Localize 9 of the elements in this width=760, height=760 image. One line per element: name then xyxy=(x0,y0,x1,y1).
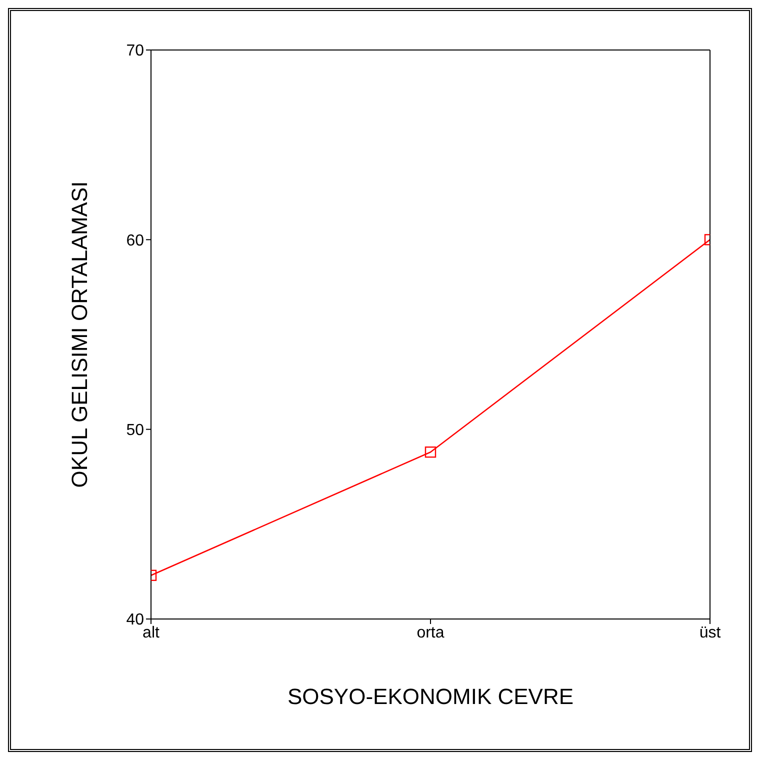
y-tick-label: 40 xyxy=(126,612,144,629)
y-tick-label: 50 xyxy=(126,422,144,440)
y-axis-title: OKUL GELISIMI ORTALAMASI xyxy=(66,181,92,488)
x-axis-title: SOSYO-EKONOMIK CEVRE xyxy=(287,684,574,709)
y-tick-label: 60 xyxy=(126,232,144,250)
x-tick-label: alt xyxy=(142,624,160,642)
x-tick-label: orta xyxy=(416,624,444,642)
x-tick-label: üst xyxy=(699,624,722,642)
y-tick-label: 70 xyxy=(126,42,144,60)
